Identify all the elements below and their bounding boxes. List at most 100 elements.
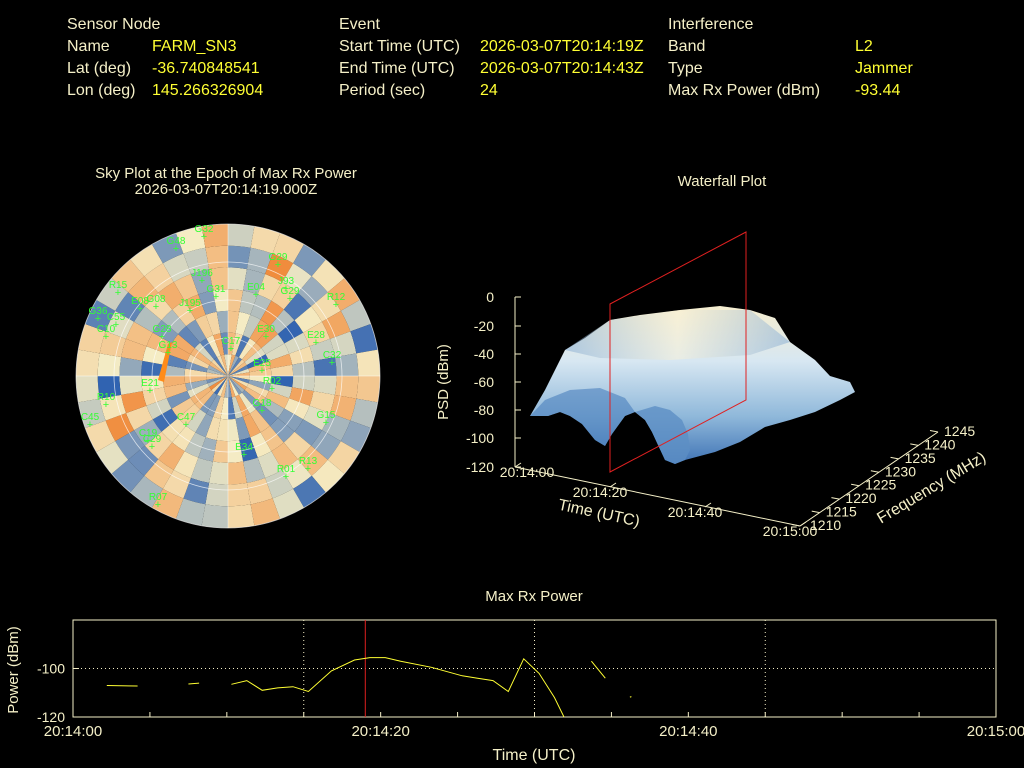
skyplot-cell [217, 376, 228, 397]
skyplot-cell [187, 383, 210, 398]
skyplot-jammer-direction [158, 342, 172, 382]
skyplot-cell [187, 354, 210, 369]
power-x-tick-label: 20:15:00 [967, 723, 1024, 740]
satellite-plus: + [115, 287, 121, 299]
satellite-plus: + [259, 405, 265, 417]
waterfall-y-tickmark [811, 510, 820, 514]
skyplot-cell [294, 306, 322, 333]
satellite-plus: + [173, 243, 179, 255]
satellite-plus: + [305, 463, 311, 475]
skyplot-cell [340, 300, 371, 332]
skyplot-cell [190, 348, 212, 366]
skyplot-cell [246, 247, 273, 274]
skyplot-subtitle: 2026-03-07T20:14:19.000Z [134, 181, 318, 198]
skyplot-cell [178, 326, 201, 349]
skyplot-cell [242, 390, 262, 410]
power-y-ticks: -100 -120 [37, 661, 79, 725]
satellite-plus: + [275, 259, 281, 271]
skyplot-cell [327, 278, 360, 311]
skyplot-cell [228, 245, 251, 270]
skyplot-cell [220, 376, 228, 398]
satellite-plus: + [263, 331, 269, 343]
waterfall-y-tick-label: 1245 [944, 423, 975, 439]
satellite-label: E21 [141, 378, 159, 389]
skyplot-cell [152, 233, 184, 264]
satellite-marker: +C10 [97, 324, 116, 343]
satellite-marker: +R01 [277, 464, 296, 483]
skyplot-cell [166, 343, 191, 362]
satellite-marker: +G15 [317, 410, 336, 429]
satellite-label: R13 [299, 456, 318, 467]
satellite-marker: +G08 [147, 294, 166, 313]
satellite-label: R12 [327, 292, 346, 303]
skyplot-cell [261, 334, 285, 355]
skyplot-cell [235, 416, 251, 441]
skyplot-cell [206, 372, 228, 376]
satellite-plus: + [183, 419, 189, 431]
skyplot-cell [297, 276, 328, 307]
skyplot-cell [330, 331, 357, 358]
skyplot-cell [265, 470, 294, 499]
skyplot-cell [228, 357, 242, 376]
satellite-label: G29 [281, 286, 300, 297]
skyplot-cell [246, 354, 269, 369]
skyplot-cell [269, 309, 295, 335]
event-panel: Event Start Time (UTC) 2026-03-07T20:14:1… [339, 14, 644, 102]
waterfall-x-tick-label: 20:14:20 [573, 484, 628, 500]
skyplot-cell [161, 417, 187, 443]
skyplot-cell [228, 376, 239, 397]
waterfall-y-tickmark [831, 497, 840, 500]
skyplot-cell [228, 355, 239, 376]
satellite-label: C19 [139, 428, 158, 439]
satellite-marker: +E21 [141, 378, 159, 397]
skyplot-title: Sky Plot at the Epoch of Max Rx Power [95, 165, 357, 182]
skyplot-cell [228, 224, 255, 248]
skyplot-cell [356, 349, 380, 376]
satellite-label: R07 [149, 492, 168, 503]
skyplot-cell [190, 386, 212, 404]
skyplot-cell [173, 451, 199, 478]
event-period-value: 24 [480, 82, 498, 99]
satellite-marker: +C47 [177, 412, 196, 431]
waterfall-z-tick-label: -100 [466, 430, 494, 446]
satellite-plus: + [283, 283, 289, 295]
satellite-marker: +E04 [247, 282, 265, 301]
skyplot-cell [209, 362, 228, 376]
satellite-label: C45 [81, 412, 100, 423]
skyplot-cell [126, 405, 153, 431]
skyplot-cell [311, 259, 345, 293]
satellite-plus: + [241, 449, 247, 461]
skyplot-cell [242, 342, 262, 362]
skyplot-cell [214, 357, 228, 376]
satellite-plus: + [313, 337, 319, 349]
satellite-plus: + [95, 313, 101, 325]
skyplot-cell [228, 354, 232, 376]
power-xlabel: Time (UTC) [493, 747, 576, 764]
skyplot-cell [265, 343, 290, 362]
skyplot-cells [76, 224, 380, 528]
skyplot-cell [144, 431, 173, 460]
skyplot-cell [206, 335, 221, 358]
waterfall-y-tick-label: 1235 [905, 450, 936, 466]
skyplot-cell [228, 376, 247, 390]
skyplot-cell [205, 416, 221, 441]
power-x-tick-label: 20:14:00 [44, 723, 102, 740]
skyplot-cell [171, 397, 195, 418]
skyplot-cell [163, 383, 188, 399]
satellite-plus: + [145, 435, 151, 447]
satellite-marker: +E30 [257, 324, 275, 343]
satellite-marker: +E08 [131, 296, 149, 315]
waterfall-y-tick-label: 1210 [810, 517, 841, 533]
satellite-marker: +G29 [281, 286, 300, 305]
skyplot-cell [235, 394, 250, 417]
skyplot-cell [271, 442, 298, 470]
skyplot-cell [311, 459, 345, 493]
waterfall-y-tick-label: 1230 [885, 463, 916, 479]
waterfall-z-tick-label: -60 [474, 374, 494, 390]
interference-panel: Interference Band L2 Type Jammer Max Rx Po… [668, 14, 913, 102]
skyplot-cell [78, 324, 106, 354]
satellite-label: C29 [143, 434, 162, 445]
interference-type-value: Jammer [855, 60, 913, 77]
skyplot-cell [255, 403, 278, 426]
skyplot-cell [228, 376, 249, 387]
